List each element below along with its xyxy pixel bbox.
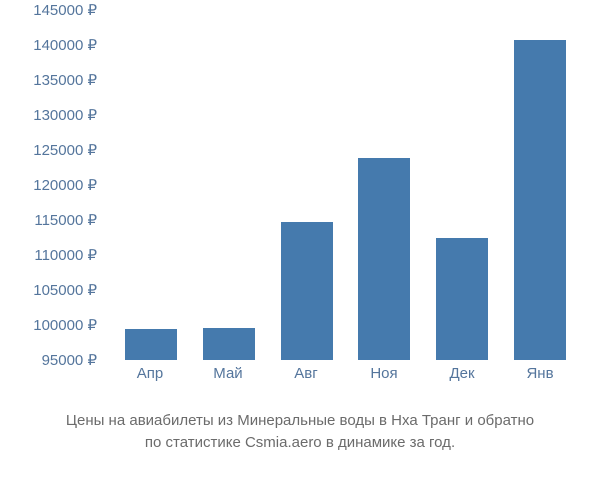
plot-area [105, 10, 585, 360]
caption-line-1: Цены на авиабилеты из Минеральные воды в… [66, 412, 534, 429]
bar [281, 222, 333, 360]
y-tick-label: 100000 ₽ [33, 316, 97, 334]
price-chart: 95000 ₽ 100000 ₽ 105000 ₽ 110000 ₽ 115000 ₽ 1… [0, 10, 600, 390]
caption-line-2: по статистике Csmia.aero в динамике за г… [145, 434, 455, 451]
bar-slot [268, 10, 346, 360]
bar [436, 238, 488, 360]
x-tick-label: Янв [501, 365, 579, 382]
bars-container [106, 10, 585, 360]
bar [514, 40, 566, 360]
y-tick-label: 140000 ₽ [33, 36, 97, 54]
bar-slot [423, 10, 501, 360]
bar-slot [345, 10, 423, 360]
y-axis: 95000 ₽100000 ₽105000 ₽110000 ₽115000 ₽1… [0, 10, 105, 360]
y-tick-label: 115000 ₽ [34, 211, 97, 229]
y-tick-label: 105000 ₽ [33, 281, 97, 299]
x-tick-label: Май [189, 365, 267, 382]
bar-slot [112, 10, 190, 360]
x-tick-label: Авг [267, 365, 345, 382]
x-tick-label: Дек [423, 365, 501, 382]
x-tick-label: Ноя [345, 365, 423, 382]
x-axis: АпрМайАвгНояДекЯнв [105, 365, 585, 382]
bar-slot [501, 10, 579, 360]
y-tick-label: 145000 ₽ [33, 1, 97, 19]
chart-caption: Цены на авиабилеты из Минеральные воды в… [0, 410, 600, 454]
x-tick-label: Апр [111, 365, 189, 382]
y-tick-label: 135000 ₽ [33, 71, 97, 89]
y-tick-label: 120000 ₽ [33, 176, 97, 194]
bar [125, 329, 177, 361]
y-tick-label: 110000 ₽ [34, 246, 97, 264]
y-tick-label: 125000 ₽ [33, 141, 97, 159]
bar-slot [190, 10, 268, 360]
y-tick-label: 130000 ₽ [33, 106, 97, 124]
bar [203, 328, 255, 360]
bar [358, 158, 410, 360]
y-tick-label: 95000 ₽ [42, 351, 97, 369]
